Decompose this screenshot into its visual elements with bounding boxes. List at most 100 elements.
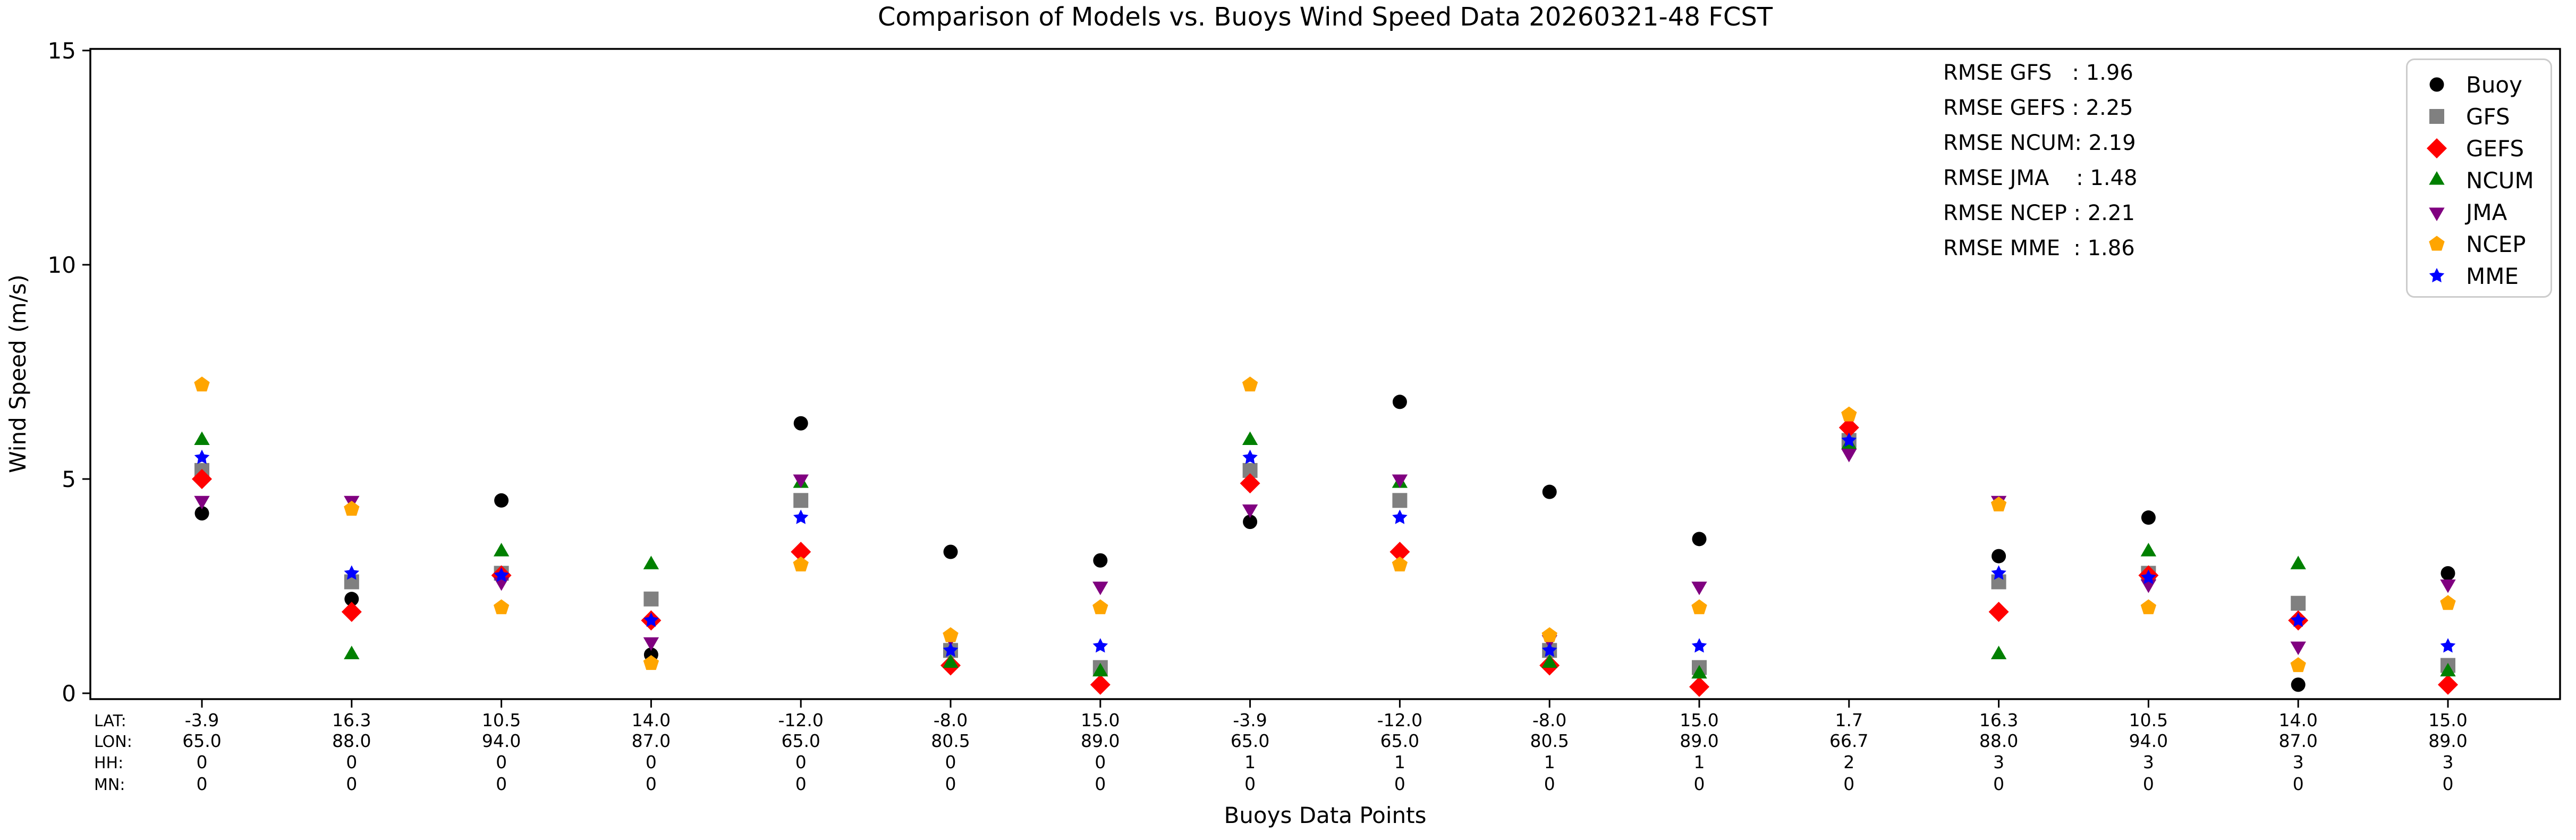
x-tick-mn-value: 0 [496, 774, 507, 794]
y-tick-label: 0 [62, 681, 76, 707]
x-tick-lon-value: 80.5 [931, 730, 970, 751]
legend-label: NCEP [2466, 231, 2526, 257]
chart-title: Comparison of Models vs. Buoys Wind Spee… [878, 2, 1773, 32]
legend-label: GFS [2466, 103, 2510, 130]
mme-point [2290, 612, 2306, 627]
mme-point [494, 567, 509, 582]
buoy-point [1392, 394, 1407, 409]
x-tick-lat-value: 16.3 [332, 710, 371, 730]
y-axis-ticks: 0 5 10 15 [48, 38, 90, 707]
mme-point [1541, 642, 1557, 657]
legend-item-buoy: Buoy [2408, 69, 2550, 100]
ncum-point [2290, 556, 2306, 569]
mme-star-icon [2408, 263, 2466, 289]
x-tick-hh-value: 3 [1993, 752, 2004, 772]
series-ncum [194, 431, 2456, 679]
rmse-line: RMSE JMA : 1.48 [1943, 166, 2138, 190]
jma-point [1691, 582, 1707, 595]
ncep-point [793, 556, 809, 572]
x-tick-mn-value: 0 [795, 774, 807, 794]
mme-point [643, 612, 659, 627]
x-tick-hh-value: 3 [2443, 752, 2454, 772]
x-tick-hh-value: 0 [1095, 752, 1106, 772]
x-tick-lon-value: 88.0 [1979, 730, 2018, 751]
x-tick-lat-value: -3.9 [185, 710, 219, 730]
buoy-point [2141, 510, 2156, 525]
x-tick-lon-value: 87.0 [2278, 730, 2317, 751]
legend-item-gefs: GEFS [2408, 132, 2550, 164]
mme-point [1392, 509, 1408, 524]
legend-item-jma: JMA [2408, 196, 2550, 228]
x-tick-lon-value: 66.7 [1829, 730, 1868, 751]
ncum-point [2440, 662, 2456, 677]
x-tick-mn-value: 0 [1244, 774, 1256, 794]
buoy-circle-icon [2408, 72, 2466, 97]
ncep-point [1990, 496, 2007, 511]
data-markers [192, 376, 2458, 697]
gefs-point [1838, 417, 1859, 438]
x-tick-hh-value: 1 [1544, 752, 1555, 772]
x-tick-lat-value: -3.9 [1233, 710, 1267, 730]
ncep-point [2440, 595, 2456, 610]
jma-point [1092, 582, 1108, 595]
x-row-label: HH: [94, 754, 123, 772]
mme-point [194, 449, 210, 464]
jma-point [793, 474, 809, 488]
gefs-point [192, 469, 212, 489]
x-tick-lon-value: 65.0 [781, 730, 820, 751]
gfs-square-icon [2408, 104, 2466, 129]
series-gefs [192, 417, 2458, 697]
x-tick-lon-value: 94.0 [2129, 730, 2168, 751]
x-tick-lon-value: 89.0 [1081, 730, 1120, 751]
ncep-point [1691, 599, 1707, 615]
jma-point [1392, 474, 1408, 488]
y-tick-label: 15 [48, 38, 76, 64]
x-tick-values: -3.965.00016.388.00010.594.00014.087.000… [182, 710, 2467, 794]
series-jma [194, 449, 2456, 656]
x-axis-ticks [201, 699, 2449, 708]
ncep-point [2290, 657, 2306, 673]
jma-point [643, 637, 659, 651]
buoy-point [1542, 484, 1557, 499]
ncum-point [1242, 431, 1258, 445]
gefs-point [791, 542, 811, 562]
x-tick-mn-value: 0 [2443, 774, 2454, 794]
x-tick-lon-value: 89.0 [2428, 730, 2467, 751]
x-tick-hh-value: 0 [945, 752, 956, 772]
buoy-point [1243, 515, 1258, 530]
x-tick-hh-value: 0 [346, 752, 357, 772]
buoy-point [943, 544, 958, 559]
mme-point [1991, 565, 2006, 580]
rmse-line: RMSE NCEP : 2.21 [1943, 201, 2135, 225]
jma-point [1242, 504, 1258, 518]
series-ncep [194, 376, 2456, 673]
x-tick-lat-value: 15.0 [2428, 710, 2467, 730]
gfs-point [2291, 595, 2306, 611]
jma-point [194, 495, 210, 510]
gefs-point [2438, 674, 2458, 695]
x-tick-hh-value: 0 [197, 752, 208, 772]
x-tick-mn-value: 0 [945, 774, 956, 794]
x-tick-lon-value: 87.0 [632, 730, 671, 751]
gfs-point [1392, 493, 1408, 508]
x-tick-hh-value: 0 [795, 752, 807, 772]
ncum-point [1541, 654, 1557, 668]
gefs-point [341, 601, 362, 622]
gefs-point [1090, 674, 1111, 695]
x-tick-lat-value: 14.0 [632, 710, 671, 730]
jma-point [2290, 641, 2306, 656]
x-tick-hh-value: 1 [1394, 752, 1405, 772]
x-tick-mn-value: 0 [2293, 774, 2304, 794]
x-tick-mn-value: 0 [1095, 774, 1106, 794]
ncep-point [1092, 599, 1108, 615]
mme-point [2141, 569, 2156, 584]
mme-point [344, 565, 360, 580]
x-tick-hh-value: 3 [2293, 752, 2304, 772]
gefs-diamond-icon [2408, 136, 2466, 161]
legend-label: Buoy [2466, 71, 2522, 98]
x-tick-mn-value: 0 [1694, 774, 1705, 794]
ncep-pentagon-icon [2408, 231, 2466, 257]
buoy-point [494, 493, 509, 508]
gefs-legend-marker [2427, 138, 2447, 158]
ncum-point [1092, 662, 1108, 677]
